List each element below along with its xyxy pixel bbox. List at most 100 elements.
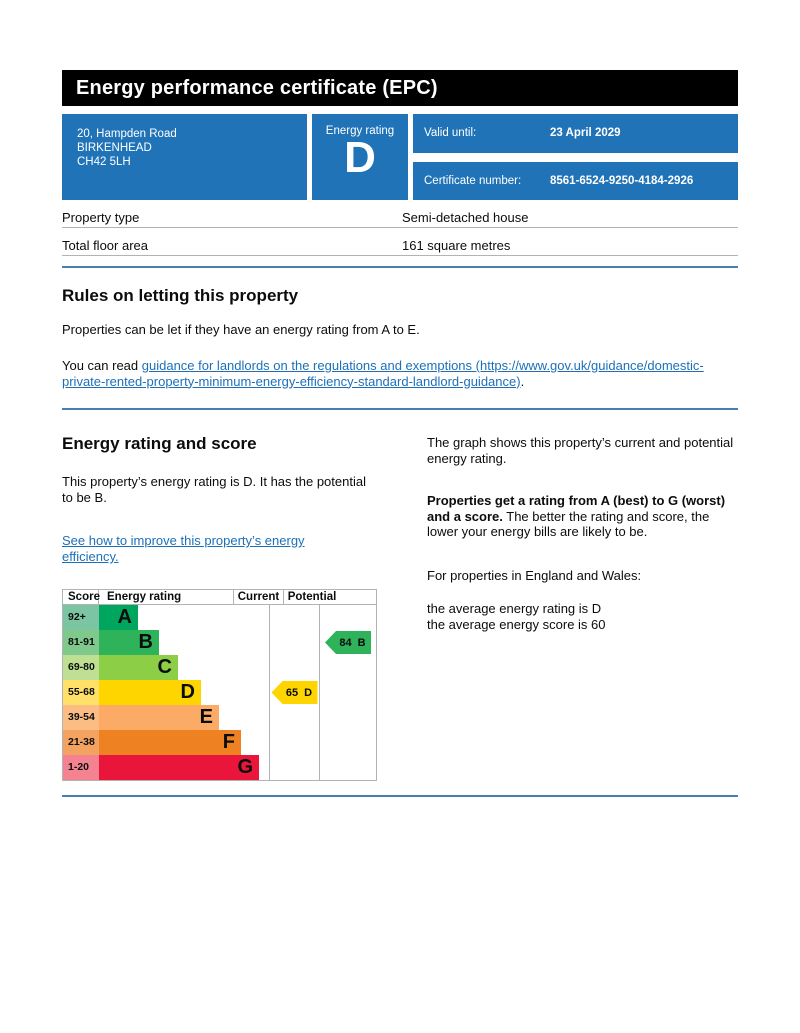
property-address: 20, Hampden Road BIRKENHEAD CH42 5LH bbox=[62, 114, 307, 200]
rating-scale-rest-text: The better the rating and score, the low… bbox=[427, 508, 710, 540]
epc-band-bar: A bbox=[99, 605, 138, 630]
epc-band-row: 81-91 B 84 B bbox=[63, 630, 376, 655]
epc-band-letter: G bbox=[237, 756, 253, 778]
epc-potential-cell bbox=[319, 680, 376, 705]
rating-summary-paragraph: This property’s energy rating is D. It h… bbox=[62, 474, 366, 505]
epc-rating-graph: Score Energy rating Current Potential 92… bbox=[62, 589, 377, 781]
certificate-number-label: Certificate number: bbox=[424, 174, 522, 187]
epc-band-letter: C bbox=[157, 656, 172, 678]
certificate-number-value: 8561-6524-9250-4184-2926 bbox=[550, 174, 694, 187]
epc-potential-cell bbox=[319, 755, 376, 780]
epc-band-letter: B bbox=[138, 631, 153, 653]
epc-band-bar: B bbox=[99, 630, 159, 655]
rules-guidance-paragraph: You can read guidance for landlords on t… bbox=[62, 358, 714, 389]
certificate-validity-panel: Valid until: 23 April 2029 Certificate n… bbox=[413, 114, 738, 200]
epc-band-row: 55-68 D 65 D bbox=[63, 680, 376, 705]
table-row: Property type Semi-detached house bbox=[62, 200, 738, 228]
epc-score-cell: 1-20 bbox=[63, 755, 99, 780]
floor-area-label: Total floor area bbox=[62, 238, 148, 253]
epc-current-cell: 65 D bbox=[269, 680, 319, 705]
rules-paragraph: Properties can be let if they have an en… bbox=[62, 322, 420, 337]
epc-band-row: 69-80 C bbox=[63, 655, 376, 680]
current-rating-arrow: 65 D bbox=[271, 681, 318, 704]
certificate-summary-box: 20, Hampden Road BIRKENHEAD CH42 5LH Ene… bbox=[62, 114, 738, 200]
floor-area-value: 161 square metres bbox=[402, 238, 511, 253]
section-divider bbox=[62, 408, 738, 410]
epc-current-cell bbox=[269, 605, 319, 630]
epc-current-cell bbox=[269, 755, 319, 780]
property-type-label: Property type bbox=[62, 210, 140, 225]
epc-current-cell bbox=[269, 655, 319, 680]
epc-potential-cell bbox=[319, 655, 376, 680]
rating-scale-paragraph: Properties get a rating from A (best) to… bbox=[427, 493, 740, 540]
epc-band-letter: E bbox=[199, 706, 213, 728]
table-row: Total floor area 161 square metres bbox=[62, 228, 738, 256]
epc-score-cell: 55-68 bbox=[63, 680, 99, 705]
section-divider bbox=[62, 795, 738, 797]
improve-efficiency-link[interactable]: See how to improve this property’s energ… bbox=[62, 533, 305, 564]
epc-bar-cell: G bbox=[99, 755, 269, 780]
epc-band-bar: G bbox=[99, 755, 259, 780]
england-wales-paragraph: For properties in England and Wales: bbox=[427, 568, 642, 583]
epc-score-cell: 69-80 bbox=[63, 655, 99, 680]
epc-band-letter: F bbox=[222, 731, 235, 753]
epc-score-cell: 39-54 bbox=[63, 705, 99, 730]
property-summary-table: Property type Semi-detached house Total … bbox=[62, 200, 738, 256]
epc-bar-cell: B bbox=[99, 630, 269, 655]
address-line-3: CH42 5LH bbox=[77, 156, 131, 168]
valid-until-value: 23 April 2029 bbox=[550, 127, 621, 140]
epc-band-row: 92+ A bbox=[63, 605, 376, 630]
page-title: Energy performance certificate (EPC) bbox=[76, 76, 438, 99]
epc-bar-cell: E bbox=[99, 705, 269, 730]
potential-rating-arrow: 84 B bbox=[325, 631, 371, 654]
property-type-value: Semi-detached house bbox=[402, 210, 529, 225]
current-column-header: Current bbox=[233, 590, 283, 604]
rules-section-heading: Rules on letting this property bbox=[62, 286, 299, 305]
valid-until-row: Valid until: 23 April 2029 bbox=[413, 114, 738, 153]
rating-column-header: Energy rating bbox=[107, 591, 182, 603]
epc-bar-cell: A bbox=[99, 605, 269, 630]
epc-band-bar: E bbox=[99, 705, 219, 730]
score-column-header: Score bbox=[63, 590, 100, 604]
energy-rating-label: Energy rating bbox=[325, 125, 395, 137]
energy-rating-panel: Energy rating D bbox=[312, 114, 408, 200]
epc-current-cell bbox=[269, 630, 319, 655]
average-rating-line: the average energy rating is D bbox=[427, 601, 602, 616]
epc-band-row: 1-20 G bbox=[63, 755, 376, 780]
epc-band-row: 39-54 E bbox=[63, 705, 376, 730]
epc-band-rows: 92+ A 81-91 B 84 B 69-80 C 55-68 D 65 D 39-54 E 21-38 F… bbox=[63, 605, 376, 780]
address-line-1: 20, Hampden Road bbox=[77, 128, 177, 140]
rating-section-heading: Energy rating and score bbox=[62, 434, 257, 453]
epc-potential-cell: 84 B bbox=[319, 630, 376, 655]
guidance-text-prefix: You can read bbox=[62, 358, 142, 373]
epc-potential-cell bbox=[319, 730, 376, 755]
epc-bar-cell: C bbox=[99, 655, 269, 680]
address-line-2: BIRKENHEAD bbox=[77, 142, 152, 154]
epc-band-bar: C bbox=[99, 655, 178, 680]
epc-score-cell: 92+ bbox=[63, 605, 99, 630]
average-score-line: the average energy score is 60 bbox=[427, 616, 606, 632]
certificate-title-bar: Energy performance certificate (EPC) bbox=[62, 70, 738, 106]
epc-score-cell: 21-38 bbox=[63, 730, 99, 755]
epc-current-cell bbox=[269, 730, 319, 755]
rating-scale-bold-text: Properties get a rating from A (best) to… bbox=[427, 493, 726, 524]
energy-rating-value: D bbox=[344, 133, 376, 182]
guidance-text-suffix: . bbox=[520, 373, 525, 389]
valid-until-label: Valid until: bbox=[424, 127, 477, 140]
graph-description-paragraph: The graph shows this property’s current … bbox=[427, 435, 734, 466]
epc-band-bar: F bbox=[99, 730, 241, 755]
epc-current-cell bbox=[269, 705, 319, 730]
epc-band-letter: A bbox=[117, 606, 132, 628]
epc-graph-header: Score Energy rating Current Potential bbox=[63, 590, 376, 605]
epc-potential-cell bbox=[319, 705, 376, 730]
section-divider bbox=[62, 266, 738, 268]
epc-potential-cell bbox=[319, 605, 376, 630]
certificate-number-row: Certificate number: 8561-6524-9250-4184-… bbox=[413, 161, 738, 200]
landlord-guidance-link[interactable]: guidance for landlords on the regulation… bbox=[62, 358, 704, 389]
epc-band-row: 21-38 F bbox=[63, 730, 376, 755]
potential-column-header: Potential bbox=[283, 590, 340, 604]
epc-band-bar: D bbox=[99, 680, 201, 705]
epc-band-letter: D bbox=[180, 681, 195, 703]
